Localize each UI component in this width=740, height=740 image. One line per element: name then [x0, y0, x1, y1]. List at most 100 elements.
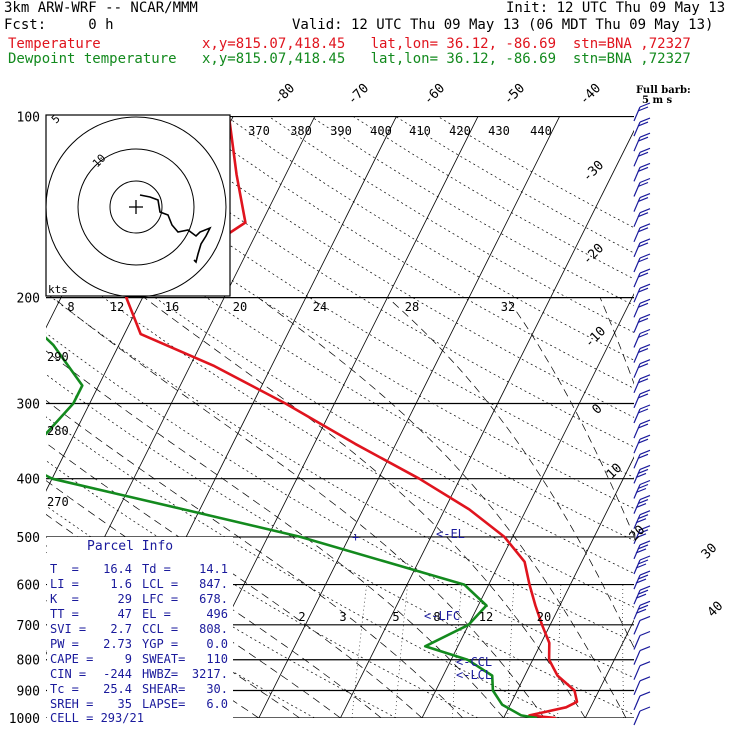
wind-barb — [633, 661, 651, 680]
parcel-param-value: 3217. — [191, 667, 228, 681]
parcel-info-row: CAPE = 9 SWEAT= 110 — [50, 652, 230, 667]
wind-barb — [633, 646, 651, 665]
parcel-param-value: 808. — [199, 622, 228, 636]
dewpoint-legend: Dewpoint temperature — [8, 51, 177, 67]
barb-legend-title: Full barb: — [636, 85, 691, 96]
parcel-param-value: 29 — [117, 592, 132, 606]
mixing-ratio-label: 5 — [392, 610, 399, 624]
isotherm-label: 40 — [705, 599, 727, 621]
wind-barb — [633, 223, 651, 243]
pressure-tick-label: 400 — [17, 473, 40, 488]
wind-barb — [633, 132, 651, 152]
parcel-param-value: 25.4 — [103, 682, 132, 696]
parcel-param-value: 14.1 — [199, 562, 228, 576]
moist-adiabat — [46, 442, 423, 718]
parcel-param-label: SVI = — [50, 622, 87, 636]
parcel-info-panel: Parcel Info T = 16.4 Td = 14.1 LI = 1.6 LCL = 8… — [47, 537, 233, 727]
parcel-param-label: YGP = — [142, 637, 179, 651]
parcel-info-row: SVI = 2.7 CCL = 808. — [50, 622, 230, 637]
wind-barb — [633, 102, 651, 122]
mixing-ratio-label: 3 — [339, 610, 346, 624]
wind-barb — [633, 374, 651, 394]
wind-barb — [633, 464, 651, 484]
isotherm-label: 20 — [627, 523, 649, 545]
parcel-info-row: T = 16.4 Td = 14.1 — [50, 562, 230, 577]
parcel-param-label: TT = — [50, 607, 79, 621]
init-time: Init: 12 UTC Thu 09 May 13 — [506, 0, 726, 16]
wind-barb — [633, 419, 651, 439]
mixing-ratio-label: 24 — [313, 300, 327, 314]
mixing-ratio-line — [351, 584, 367, 718]
level-marker: <-LFC — [424, 609, 460, 623]
parcel-info-row: LI = 1.6 LCL = 847. — [50, 577, 230, 592]
mixing-ratio-label: 2 — [298, 610, 305, 624]
parcel-param-label: LI = — [50, 577, 79, 591]
wind-barb — [633, 449, 651, 469]
header: 3km ARW-WRF -- NCAR/MMM Init: 12 UTC Thu… — [0, 0, 740, 70]
mixing-ratio-label: 20 — [233, 300, 247, 314]
isotherm-line — [421, 293, 634, 718]
mixing-ratio-label: 12 — [110, 300, 124, 314]
parcel-param-value: 47 — [117, 607, 132, 621]
wind-barb — [633, 434, 651, 454]
dry-adiabat-label: 370 — [248, 124, 270, 138]
level-marker: <-CCL — [456, 655, 492, 669]
wind-barb — [633, 162, 651, 182]
isotherm-label: -80 — [271, 81, 298, 108]
parcel-param-value: 110 — [206, 652, 228, 666]
wind-barb — [633, 193, 651, 212]
parcel-param-value: 2.73 — [103, 637, 132, 651]
temperature-location: x,y=815.07,418.45 lat,lon= 36.12, -86.69… — [202, 36, 691, 52]
parcel-info-row: Tc = 25.4 SHEAR= 30. — [50, 682, 230, 697]
parcel-param-label: Tc = — [50, 682, 79, 696]
parcel-param-value: 496 — [206, 607, 228, 621]
hodograph-ring — [45, 116, 227, 298]
parcel-param-label: EL = — [142, 607, 171, 621]
isotherm-label: 30 — [699, 541, 721, 563]
parcel-param-value: 35 — [117, 697, 132, 711]
parcel-param-label: CIN = — [50, 667, 87, 681]
wind-barb — [633, 208, 651, 227]
parcel-param-label: LCL = — [142, 577, 179, 591]
dry-adiabat — [395, 116, 634, 254]
parcel-info-title: Parcel Info — [87, 539, 174, 554]
parcel-cell: CELL = 293/21 — [50, 711, 144, 725]
parcel-info-row: PW = 2.73 YGP = 0.0 — [50, 637, 230, 652]
isotherm-label: -30 — [580, 158, 607, 185]
wind-barb — [633, 177, 651, 197]
dry-adiabat — [46, 416, 560, 718]
wind-barb — [633, 404, 651, 424]
parcel-param-label: CCL = — [142, 622, 179, 636]
dry-adiabat-label: 270 — [47, 495, 69, 509]
wind-barb — [633, 283, 651, 303]
parcel-param-label: SWEAT= — [142, 652, 186, 666]
mixing-ratio-line — [452, 584, 462, 718]
dry-adiabat-label: 380 — [290, 124, 312, 138]
dry-adiabat — [46, 551, 315, 718]
parcel-info-row: CIN = -244 HWBZ= 3217. — [50, 667, 230, 682]
wind-barb — [633, 495, 651, 514]
mixing-ratio-label: 16 — [165, 300, 179, 314]
mixing-ratio-label: 8 — [67, 300, 74, 314]
isotherm-line — [503, 456, 634, 718]
dry-adiabat-label: 440 — [530, 124, 552, 138]
parcel-param-value: 30. — [206, 682, 228, 696]
mixing-ratio-label: 20 — [537, 610, 551, 624]
parcel-param-label: PW = — [50, 637, 79, 651]
isotherm-label: -50 — [501, 81, 528, 108]
pressure-tick-label: 700 — [17, 619, 40, 634]
wind-barb — [633, 540, 651, 560]
moist-adiabat — [52, 297, 545, 718]
parcel-param-label: Td = — [142, 562, 171, 576]
wind-barb — [633, 510, 651, 529]
wind-barb — [633, 313, 651, 333]
wind-barb — [633, 600, 651, 620]
hodograph-units: kts — [48, 283, 68, 296]
hodograph-frame — [45, 114, 231, 297]
model-title: 3km ARW-WRF -- NCAR/MMM — [4, 0, 198, 16]
moist-adiabat — [387, 297, 634, 649]
wind-barb — [633, 253, 651, 273]
wind-barb — [633, 328, 651, 348]
wind-barb — [633, 359, 651, 378]
parcel-param-value: -244 — [103, 667, 132, 681]
